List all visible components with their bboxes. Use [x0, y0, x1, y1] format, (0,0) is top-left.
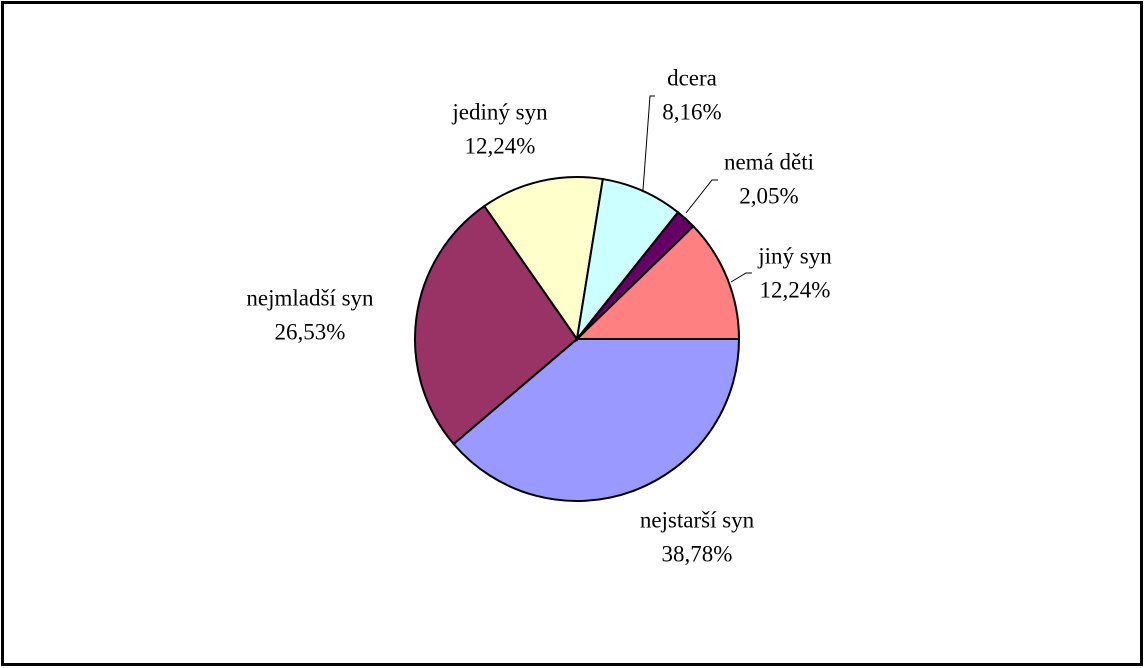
slice-value-label: 38,78%: [662, 541, 733, 566]
pie-slice: [574, 224, 741, 340]
slice-label: nejmladší syn: [246, 285, 374, 310]
pie-slice: [414, 204, 579, 446]
slice-label: nejstarší syn: [640, 507, 755, 532]
slice-value-label: 12,24%: [465, 133, 536, 158]
slice-label: jiný syn: [757, 243, 832, 268]
leader-line: [642, 95, 655, 191]
slice-value-label: 2,05%: [739, 183, 798, 208]
pie-slice: [482, 176, 604, 342]
leader-line: [685, 179, 718, 214]
slice-label: dcera: [667, 65, 717, 90]
slice-label: nemá děti: [724, 149, 814, 174]
leader-line: [730, 272, 752, 283]
slice-label: jediný syn: [451, 99, 548, 124]
slice-value-label: 12,24%: [760, 277, 831, 302]
pie-slice: [452, 338, 741, 502]
slice-value-label: 26,53%: [275, 319, 346, 344]
slice-value-label: 8,16%: [662, 99, 721, 124]
